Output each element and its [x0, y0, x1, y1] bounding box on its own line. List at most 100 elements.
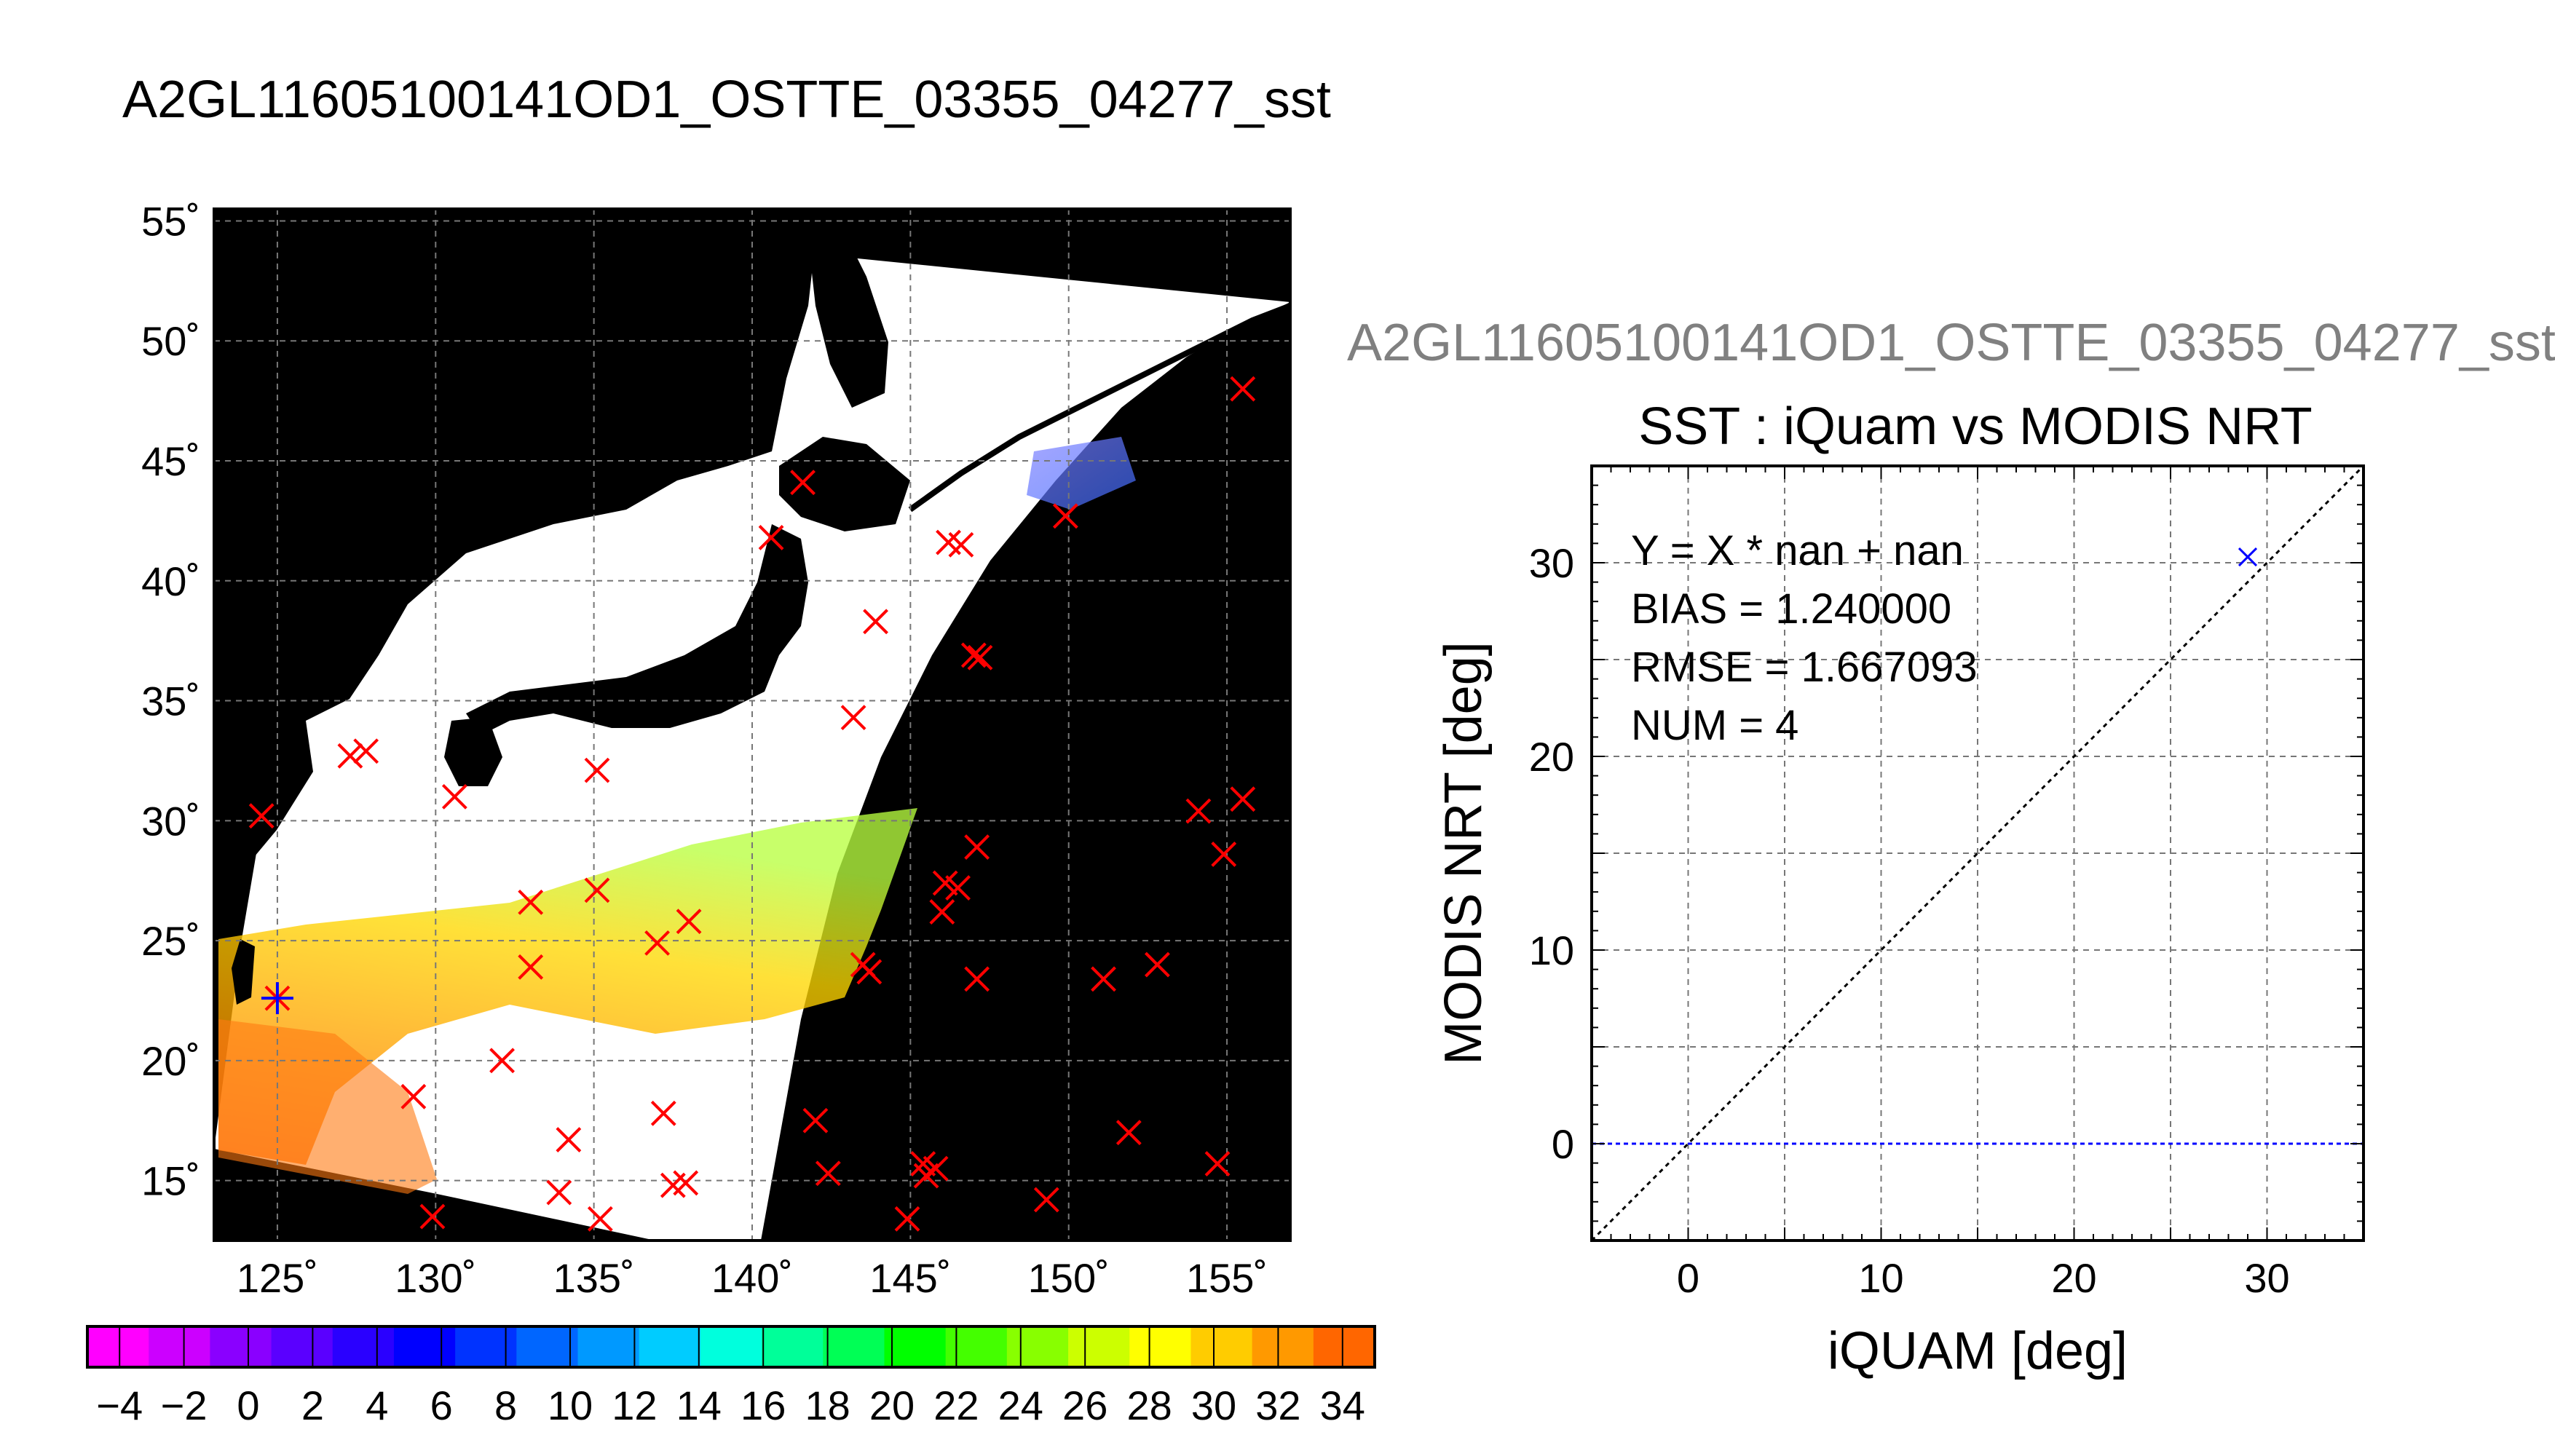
colorbar-tick-label: 20	[869, 1382, 915, 1428]
map-marker-x	[650, 1100, 676, 1126]
scatter-x-tick-label: 20	[2051, 1255, 2096, 1301]
map-marker-x	[1230, 786, 1256, 812]
scatter-file-title: A2GL11605100141OD1_OSTTE_03355_04277_sst	[1347, 314, 2555, 372]
colorbar-tick-label: 6	[430, 1382, 453, 1428]
scatter-stat-line: NUM = 4	[1631, 702, 1798, 749]
colorbar-cell	[762, 1326, 824, 1367]
map-marker-x	[353, 738, 379, 764]
map-markers	[248, 376, 1256, 1232]
map-marker-x	[546, 1179, 572, 1206]
kyushu-land	[444, 717, 502, 786]
scatter-y-tick-label: 30	[1529, 540, 1574, 586]
colorbar-tick-label: 22	[933, 1382, 979, 1428]
scatter-stat-line: Y = X * nan + nan	[1631, 527, 1964, 574]
colorbar-frame	[86, 1325, 1376, 1369]
map-lat-tick-label: 45˚	[141, 438, 200, 484]
scatter-x-tick-label: 0	[1677, 1255, 1699, 1301]
scatter-ticks	[1591, 465, 2364, 1241]
colorbar-cell	[455, 1326, 517, 1367]
map-gridlines	[214, 209, 1290, 1241]
colorbar-cell	[1129, 1326, 1191, 1367]
sakhalin-land	[808, 218, 888, 408]
colorbar-labels: −4 −2 0 2 4 6 8 10 12 14 16 18 20 22 24 26 28 30 32 34	[96, 1326, 1365, 1428]
map-lon-tick-label: 150˚	[1028, 1255, 1110, 1301]
scatter-title: SST : iQuam vs MODIS NRT	[1638, 397, 2313, 456]
colorbar-tick-label: 32	[1255, 1382, 1300, 1428]
colorbar-tick-label: 8	[494, 1382, 517, 1428]
map-lat-tick-label: 20˚	[141, 1038, 200, 1084]
map-marker-x	[1204, 1151, 1231, 1176]
map-marker-x	[856, 959, 882, 985]
colorbar-cell	[639, 1326, 701, 1367]
colorbar-tick-label: 4	[366, 1382, 388, 1428]
colorbar-cell	[945, 1326, 1008, 1367]
colorbar-cell	[393, 1326, 456, 1367]
map-marker-x	[964, 834, 990, 860]
colorbar-cell	[1006, 1326, 1069, 1367]
map-lat-tick-label: 30˚	[141, 798, 200, 844]
map-matchup-marker	[261, 982, 293, 1015]
map-lat-tick-label: 40˚	[141, 558, 200, 604]
map-lat-tick-label: 55˚	[141, 198, 200, 244]
scatter-y-label: MODIS NRT [deg]	[1434, 641, 1493, 1065]
scatter-stat-line: BIAS = 1.240000	[1631, 585, 1951, 633]
map-lon-tick-label: 125˚	[237, 1255, 318, 1301]
map-lat-labels: 15˚ 20˚ 25˚ 30˚ 35˚ 40˚ 45˚ 50˚ 55˚	[141, 198, 200, 1203]
scatter-x-tick-labels: 0 10 20 30	[1677, 1255, 2290, 1301]
scatter-point	[2238, 547, 2258, 567]
colorbar-tick-label: 12	[612, 1382, 657, 1428]
map-panel: 125˚ 130˚ 135˚ 140˚ 145˚ 150˚ 155˚ 15˚ 20˚ 25˚ 30…	[141, 198, 1292, 1301]
map-lat-tick-label: 35˚	[141, 678, 200, 724]
colorbar-tick-label: 2	[301, 1382, 324, 1428]
colorbar-tick-label: 14	[676, 1382, 722, 1428]
scatter-y-tick-labels: 0 10 20 30	[1529, 540, 1574, 1167]
map-marker-x	[1211, 842, 1237, 867]
colorbar-cell	[210, 1326, 272, 1367]
colorbar-cell	[700, 1326, 762, 1367]
scatter-y-tick-label: 0	[1552, 1121, 1574, 1167]
map-marker-x	[1115, 1120, 1142, 1146]
colorbar-tick-label: −2	[161, 1382, 208, 1428]
colorbar-cell	[149, 1326, 210, 1367]
map-marker-x	[1091, 966, 1116, 992]
kuril-chain	[908, 303, 1290, 513]
map-marker-x	[840, 705, 866, 731]
map-marker-x	[676, 909, 702, 935]
map-marker-x	[802, 1107, 829, 1133]
map-marker-x	[441, 783, 467, 810]
colorbar-tick-label: 24	[998, 1382, 1043, 1428]
map-lon-tick-label: 145˚	[869, 1255, 951, 1301]
map-frame	[213, 207, 1292, 1242]
scatter-panel: SST : iQuam vs MODIS NRT 0 10 20 30 0 10 20 30…	[1434, 397, 2365, 1380]
map-marker-x	[584, 877, 610, 903]
map-marker-x	[894, 1206, 920, 1232]
map-marker-x	[960, 642, 987, 668]
map-marker-x	[1230, 376, 1256, 402]
map-marker-x	[929, 899, 955, 925]
colorbar-cell	[516, 1326, 579, 1367]
scatter-stat-line: RMSE = 1.667093	[1631, 644, 1978, 691]
colorbar-cell	[1252, 1326, 1314, 1367]
colorbar-tick-label: 0	[237, 1382, 259, 1428]
colorbar-cell	[823, 1326, 885, 1367]
cool-sst-north	[1027, 437, 1136, 510]
colorbar-cell	[577, 1326, 640, 1367]
map-marker-x	[1145, 951, 1170, 978]
colorbar-cell	[271, 1326, 333, 1367]
colorbar-tick-label: 18	[805, 1382, 850, 1428]
honshu-land	[466, 524, 808, 735]
map-marker-x	[863, 609, 888, 635]
colorbar-tick-label: 26	[1062, 1382, 1107, 1428]
colorbar-cell	[1068, 1326, 1130, 1367]
colorbar: −4 −2 0 2 4 6 8 10 12 14 16 18 20 22 24 26 28 30 32 34	[86, 1325, 1376, 1428]
map-marker-x	[948, 531, 974, 558]
map-marker-x	[790, 470, 816, 496]
colorbar-tick-label: 34	[1320, 1382, 1365, 1428]
map-marker-x	[758, 525, 784, 550]
map-marker-x	[248, 803, 275, 829]
colorbar-cell	[1313, 1326, 1375, 1367]
colorbar-tick-label: 10	[548, 1382, 593, 1428]
map-marker-x	[1052, 503, 1078, 529]
map-marker-x	[337, 743, 363, 769]
map-marker-x	[556, 1127, 582, 1153]
